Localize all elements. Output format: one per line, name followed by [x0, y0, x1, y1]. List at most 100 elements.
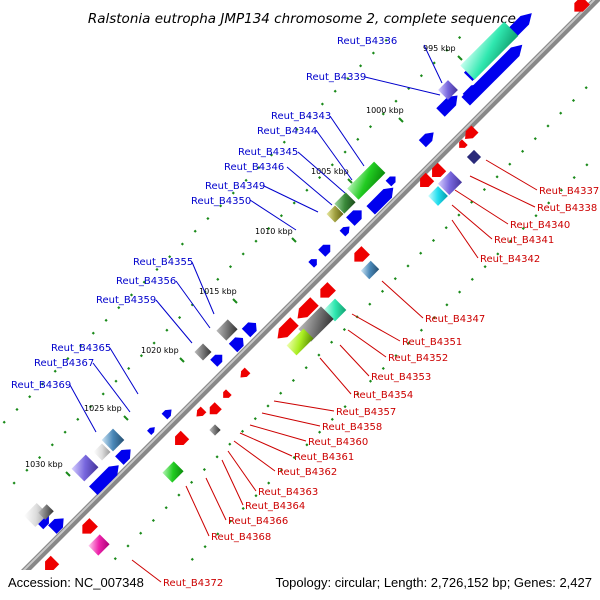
gene-label[interactable]: Reut_B4364 [245, 501, 305, 512]
gene-arrow[interactable] [360, 260, 380, 280]
gene-label[interactable]: Reut_B4351 [402, 337, 462, 348]
gene-label[interactable]: Reut_B4354 [353, 390, 413, 401]
gene-arrow[interactable] [466, 149, 482, 165]
gene-arrow[interactable] [48, 514, 68, 534]
footer-right-bg [250, 570, 600, 600]
tick-dot [330, 163, 334, 167]
gene-label[interactable]: Reut_B4347 [425, 314, 485, 325]
gene-label[interactable]: Reut_B4369 [11, 380, 71, 391]
gene-label[interactable]: Reut_B4361 [294, 452, 354, 463]
gene-arrow[interactable] [71, 454, 99, 482]
gene-label[interactable]: Reut_B4345 [238, 147, 298, 158]
gene-arrow[interactable] [194, 406, 207, 420]
tick-dot [240, 429, 245, 433]
gene-arrow[interactable] [318, 241, 334, 257]
gene-arrow[interactable] [228, 334, 247, 353]
gene-label[interactable]: Reut_B4359 [96, 295, 156, 306]
gene-arrow[interactable] [210, 351, 226, 367]
gene-arrow[interactable] [316, 282, 336, 302]
gene-arrow[interactable] [308, 256, 319, 268]
gene-label[interactable]: Reut_B4360 [308, 437, 368, 448]
gene-label[interactable]: Reut_B4368 [211, 532, 271, 543]
gene-label[interactable]: Reut_B4365 [51, 343, 111, 354]
gene-arrow[interactable] [147, 425, 157, 435]
gene-label[interactable]: Reut_B4353 [371, 372, 431, 383]
gene-arrow[interactable] [38, 504, 54, 520]
gene-arrow[interactable] [350, 246, 370, 266]
gene-label[interactable]: Reut_B4339 [306, 72, 366, 83]
tick-dot [320, 102, 324, 106]
gene-arrow[interactable] [41, 555, 60, 574]
kbp-label: 1020 kbp [141, 346, 179, 355]
gene-label[interactable]: Reut_B4355 [133, 257, 193, 268]
gene-arrow[interactable] [436, 91, 461, 117]
gene-label[interactable]: Reut_B4338 [537, 203, 597, 214]
tick-dot [12, 481, 16, 485]
gene-arrow[interactable] [238, 367, 251, 381]
gene-arrow[interactable] [437, 170, 463, 196]
gene-label[interactable]: Reut_B4363 [258, 487, 318, 498]
gene-arrow[interactable] [293, 297, 319, 322]
gene-arrow[interactable] [460, 21, 519, 80]
gene-label[interactable]: Reut_B4357 [336, 407, 396, 418]
gene-arrow[interactable] [273, 317, 299, 342]
gene-label[interactable]: Reut_B4358 [322, 422, 382, 433]
gene-arrow[interactable] [418, 129, 437, 148]
gene-arrow[interactable] [115, 445, 135, 465]
gene-arrow[interactable] [220, 389, 232, 400]
gene-label[interactable]: Reut_B4356 [116, 276, 176, 287]
gene-label[interactable]: Reut_B4350 [191, 196, 251, 207]
tick-dot [304, 366, 308, 370]
topology-text: Topology: circular; Length: 2,726,152 bp… [275, 575, 592, 590]
gene-arrow[interactable] [416, 172, 435, 191]
gene-arrow[interactable] [339, 224, 353, 237]
tick-dot [371, 51, 375, 55]
gene-arrow[interactable] [456, 139, 468, 150]
gene-label[interactable]: Reut_B4362 [277, 467, 337, 478]
gene-label[interactable]: Reut_B4340 [510, 220, 570, 231]
tick-dot [38, 455, 42, 460]
tick-dot [356, 392, 360, 396]
gene-arrow[interactable] [88, 534, 110, 556]
gene-label[interactable]: Reut_B4349 [205, 181, 265, 192]
gene-label[interactable]: Reut_B4344 [257, 126, 317, 137]
gene-arrow[interactable] [89, 461, 123, 495]
gene-label[interactable]: Reut_B4341 [494, 235, 554, 246]
gene-arrow[interactable] [334, 192, 356, 214]
gene-arrow[interactable] [462, 125, 479, 143]
tick-dot [318, 430, 322, 434]
gene-label[interactable]: Reut_B4343 [271, 111, 331, 122]
tick-dot [76, 417, 80, 421]
gene-arrow[interactable] [346, 206, 366, 226]
gene-arrow[interactable] [171, 430, 190, 449]
gene-label[interactable]: Reut_B4336 [337, 36, 397, 47]
gene-label[interactable]: Reut_B4337 [539, 186, 599, 197]
gene-label[interactable]: Reut_B4367 [34, 358, 94, 369]
gene-arrow[interactable] [206, 402, 222, 418]
gene-arrow[interactable] [194, 343, 212, 361]
gene-arrow[interactable] [161, 407, 175, 420]
tick-dot [571, 98, 576, 102]
gene-arrow[interactable] [428, 162, 447, 181]
gene-label[interactable]: Reut_B4372 [163, 578, 223, 589]
gene-label[interactable]: Reut_B4366 [228, 516, 288, 527]
gene-arrow[interactable] [241, 319, 260, 338]
tick-dot [279, 214, 283, 218]
kbp-label: 1025 kbp [84, 404, 122, 413]
gene-arrow[interactable] [209, 424, 221, 436]
gene-arrow[interactable] [286, 328, 314, 356]
gene-arrow[interactable] [570, 0, 590, 16]
gene-label[interactable]: Reut_B4346 [224, 162, 284, 173]
gene-arrow[interactable] [438, 80, 458, 100]
gene-label[interactable]: Reut_B4352 [388, 353, 448, 364]
gene-arrow[interactable] [462, 80, 486, 103]
gene-arrow[interactable] [216, 319, 238, 341]
gene-arrow[interactable] [347, 161, 386, 200]
gene-arrow[interactable] [162, 461, 184, 483]
gene-arrow[interactable] [428, 186, 448, 206]
gene-arrow[interactable] [78, 518, 98, 538]
gene-arrow[interactable] [366, 183, 397, 215]
tick-dot [241, 252, 245, 256]
gene-arrow[interactable] [385, 174, 399, 187]
gene-label[interactable]: Reut_B4342 [480, 254, 540, 265]
